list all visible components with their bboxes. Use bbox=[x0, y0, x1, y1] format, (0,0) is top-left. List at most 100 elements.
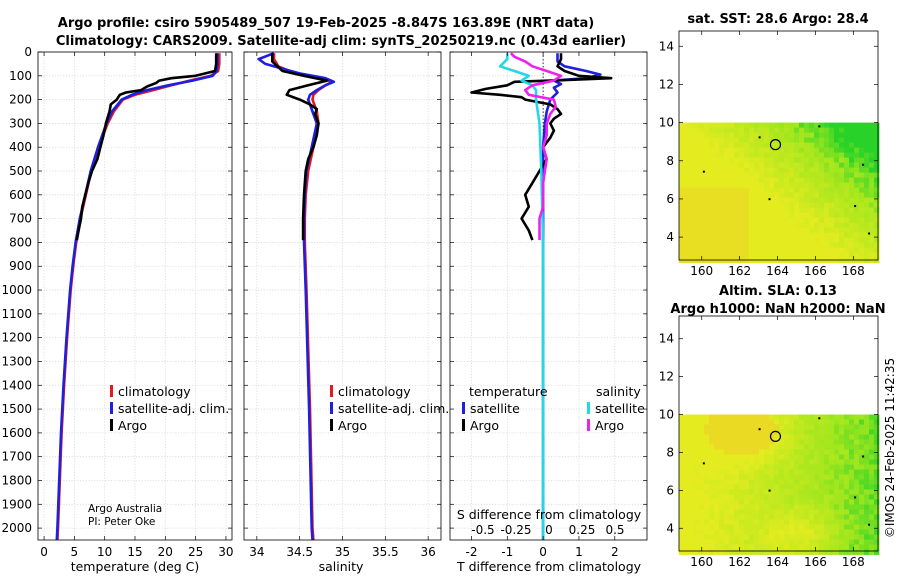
map-cell bbox=[729, 142, 735, 148]
map-cell bbox=[749, 232, 755, 238]
map-cell bbox=[859, 539, 865, 545]
map-cell bbox=[734, 549, 740, 555]
map-cell bbox=[864, 207, 870, 213]
map-cell bbox=[704, 242, 710, 248]
sal-legend-label-argo: Argo bbox=[338, 418, 367, 433]
map-cell bbox=[704, 429, 710, 435]
map-cell bbox=[864, 499, 870, 505]
map-cell bbox=[724, 177, 730, 183]
map-cell bbox=[859, 479, 865, 485]
map-cell bbox=[749, 187, 755, 193]
map-cell bbox=[769, 454, 775, 460]
map-cell bbox=[784, 439, 790, 445]
map-cell bbox=[764, 192, 770, 198]
map-cell bbox=[869, 172, 875, 178]
map-cell bbox=[684, 414, 690, 420]
map-cell bbox=[744, 222, 750, 228]
map-cell bbox=[704, 212, 710, 218]
map-cell bbox=[799, 464, 805, 470]
diff-legend-swatch-temp-satellite bbox=[462, 402, 465, 414]
depth-tick-label: 1000 bbox=[1, 283, 32, 297]
map-cell bbox=[729, 187, 735, 193]
map-cell bbox=[689, 544, 695, 550]
map-cell bbox=[809, 207, 815, 213]
map-cell bbox=[789, 544, 795, 550]
map-cell bbox=[774, 454, 780, 460]
map-cell bbox=[814, 524, 820, 530]
map-cell bbox=[734, 252, 740, 258]
map-cell bbox=[699, 162, 705, 168]
map-cell bbox=[789, 529, 795, 535]
map-cell bbox=[864, 182, 870, 188]
map-cell bbox=[724, 197, 730, 203]
map-cell bbox=[829, 494, 835, 500]
map-cell bbox=[759, 187, 765, 193]
map-cell bbox=[754, 242, 760, 248]
map-cell bbox=[859, 429, 865, 435]
imos-timestamp: ©IMOS 24-Feb-2025 11:42:35 bbox=[883, 358, 897, 538]
map-cell bbox=[724, 192, 730, 198]
map-cell bbox=[714, 474, 720, 480]
map-cell bbox=[759, 152, 765, 158]
map-cell bbox=[859, 524, 865, 530]
map-cell bbox=[784, 182, 790, 188]
map-cell bbox=[789, 137, 795, 143]
map-cell bbox=[714, 509, 720, 515]
map-cell bbox=[684, 142, 690, 148]
map-cell bbox=[874, 424, 880, 430]
map-cell bbox=[679, 539, 685, 545]
map-cell bbox=[734, 147, 740, 153]
map-cell bbox=[844, 207, 850, 213]
map-cell bbox=[699, 207, 705, 213]
map-cell bbox=[689, 217, 695, 223]
map-cell bbox=[769, 444, 775, 450]
map-cell bbox=[714, 132, 720, 138]
map-cell bbox=[839, 167, 845, 173]
map-cell bbox=[719, 479, 725, 485]
map-cell bbox=[824, 157, 830, 163]
map-cell bbox=[789, 419, 795, 425]
map-cell bbox=[774, 439, 780, 445]
map-cell bbox=[824, 459, 830, 465]
legend-swatch-satellite-adj bbox=[110, 402, 113, 414]
map-cell bbox=[869, 504, 875, 510]
map-cell bbox=[734, 242, 740, 248]
map-lon-tick-label: 168 bbox=[842, 555, 865, 569]
map-cell bbox=[769, 122, 775, 128]
map-cell bbox=[854, 474, 860, 480]
map-cell bbox=[759, 549, 765, 555]
map-cell bbox=[714, 242, 720, 248]
map-cell bbox=[869, 429, 875, 435]
map-cell bbox=[694, 514, 700, 520]
map-cell bbox=[679, 484, 685, 490]
map-cell bbox=[799, 489, 805, 495]
map-cell bbox=[694, 429, 700, 435]
map-cell bbox=[764, 227, 770, 233]
map-cell bbox=[724, 122, 730, 128]
map-cell bbox=[699, 524, 705, 530]
map-cell bbox=[864, 529, 870, 535]
map-cell bbox=[739, 529, 745, 535]
map-cell bbox=[839, 474, 845, 480]
map-cell bbox=[874, 539, 880, 545]
map-cell bbox=[684, 514, 690, 520]
map-cell bbox=[769, 549, 775, 555]
map-cell bbox=[864, 434, 870, 440]
map-cell bbox=[814, 177, 820, 183]
map-cell bbox=[739, 549, 745, 555]
map-cell bbox=[744, 242, 750, 248]
map-cell bbox=[699, 187, 705, 193]
map-cell bbox=[769, 142, 775, 148]
map-cell bbox=[704, 444, 710, 450]
map-cell bbox=[779, 202, 785, 208]
map-cell bbox=[699, 549, 705, 555]
map-cell bbox=[854, 227, 860, 233]
map-cell bbox=[744, 192, 750, 198]
map-cell bbox=[779, 212, 785, 218]
map-cell bbox=[699, 489, 705, 495]
map-cell bbox=[779, 207, 785, 213]
map-cell bbox=[859, 172, 865, 178]
map-cell bbox=[689, 529, 695, 535]
map-cell bbox=[819, 469, 825, 475]
map-cell bbox=[694, 449, 700, 455]
